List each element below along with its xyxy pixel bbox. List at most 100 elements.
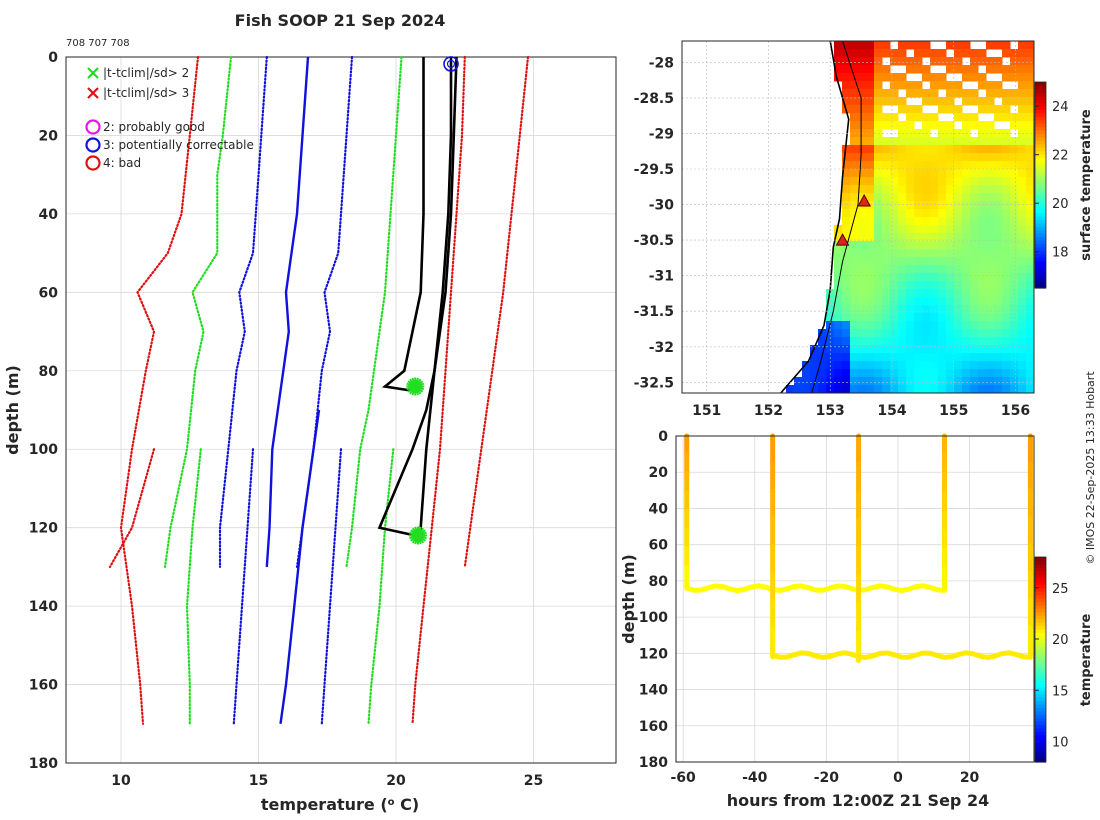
sst-cell (858, 185, 867, 194)
sst-cell (946, 121, 955, 130)
sst-cell (1002, 305, 1011, 314)
sst-cell (946, 353, 955, 362)
sst-cell (898, 97, 907, 106)
sst-cell (850, 385, 859, 394)
sst-cell (978, 289, 987, 298)
ts-colorbar-segment (1035, 714, 1046, 719)
sst-cell (914, 233, 923, 242)
sst-cell (930, 265, 939, 274)
sst-cell (866, 89, 875, 98)
sst-cell (978, 169, 987, 178)
sst-cell (970, 353, 979, 362)
sst-cell (986, 121, 995, 130)
sst-cell (858, 273, 867, 282)
sst-cell (1010, 153, 1019, 162)
sst-cell (898, 265, 907, 274)
sst-cell (1010, 161, 1019, 170)
sst-cell (906, 305, 915, 314)
sst-cell (986, 281, 995, 290)
sst-cell (914, 265, 923, 274)
sst-cell (938, 57, 947, 66)
sst-cell (930, 385, 939, 394)
sst-cell (890, 305, 899, 314)
sst-cell (1026, 201, 1035, 210)
sst-cell (882, 249, 891, 258)
map-colorbar-label: surface temperature (1079, 109, 1094, 261)
map-colorbar-segment (1035, 284, 1046, 289)
sst-cell (850, 369, 859, 378)
sst-cell (842, 81, 851, 90)
sst-cell (890, 281, 899, 290)
sst-cell (962, 321, 971, 330)
sst-cell (1018, 297, 1027, 306)
sst-cell (810, 361, 819, 370)
sst-cell (850, 273, 859, 282)
sst-cell (914, 193, 923, 202)
sst-cell (858, 329, 867, 338)
sst-cell (1026, 337, 1035, 346)
sst-cell (882, 241, 891, 250)
sst-cell (962, 89, 971, 98)
sst-cell (914, 105, 923, 114)
sst-cell (882, 73, 891, 82)
sst-cell (922, 369, 931, 378)
sst-cell (970, 329, 979, 338)
sst-cell (962, 209, 971, 218)
sst-cell (898, 369, 907, 378)
sst-cell (802, 369, 811, 378)
sst-cell (890, 89, 899, 98)
sst-cell (858, 345, 867, 354)
sst-cell (874, 209, 883, 218)
sst-cell (842, 225, 851, 234)
sst-cell (914, 113, 923, 122)
sst-cell (962, 97, 971, 106)
profile-xlabel: temperature (o C) (261, 795, 419, 814)
sst-cell (1018, 273, 1027, 282)
series-clim-3sd-low-2 (108, 448, 156, 569)
sst-cell (986, 321, 995, 330)
sst-cell (954, 169, 963, 178)
sst-cell (970, 233, 979, 242)
sst-cell (810, 385, 819, 394)
sst-cell (922, 233, 931, 242)
sst-cell (882, 337, 891, 346)
map-colorbar-segment (1035, 140, 1046, 145)
sst-cell (898, 41, 907, 50)
sst-cell (858, 89, 867, 98)
sst-cell (922, 241, 931, 250)
sst-cell (866, 241, 875, 250)
sst-cell (858, 297, 867, 306)
sst-cell (890, 297, 899, 306)
sst-cell (874, 297, 883, 306)
ts-colorbar-segment (1035, 563, 1046, 568)
sst-cell (930, 185, 939, 194)
sst-cell (938, 97, 947, 106)
sst-cell (978, 145, 987, 154)
sst-cell (1026, 161, 1035, 170)
sst-cell (946, 177, 955, 186)
sst-cell (890, 153, 899, 162)
sst-cell (1026, 305, 1035, 314)
ts-colorbar-segment (1035, 570, 1046, 575)
sst-cell (874, 233, 883, 242)
sst-cell (850, 313, 859, 322)
sst-cell (986, 97, 995, 106)
sst-cell (882, 297, 891, 306)
sst-cell (874, 337, 883, 346)
sst-cell (898, 313, 907, 322)
sst-cell (1018, 137, 1027, 146)
map-colorbar-segment (1035, 150, 1046, 155)
sst-cell (850, 337, 859, 346)
sst-cell (946, 193, 955, 202)
sst-cell (930, 281, 939, 290)
sst-cell (994, 81, 1003, 90)
sst-cell (890, 273, 899, 282)
sst-cell (1018, 89, 1027, 98)
sst-cell (970, 201, 979, 210)
sst-cell (986, 329, 995, 338)
sst-cell (914, 153, 923, 162)
sst-cell (970, 273, 979, 282)
profile-y-tick-label: 0 (48, 50, 58, 66)
map-colorbar-segment (1035, 191, 1046, 196)
sst-cell (962, 289, 971, 298)
